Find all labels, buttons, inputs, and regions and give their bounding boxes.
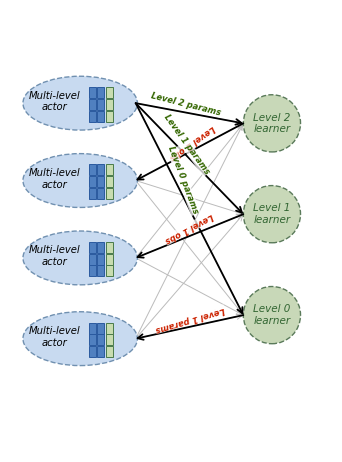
Ellipse shape (23, 231, 137, 285)
Bar (97, 87, 104, 98)
Ellipse shape (23, 76, 137, 130)
Text: Level 1 obs: Level 1 obs (163, 212, 214, 245)
Bar (89, 334, 96, 346)
Text: Level 2 params: Level 2 params (150, 91, 222, 117)
Bar (89, 87, 96, 98)
Text: Level 1 params: Level 1 params (161, 113, 211, 176)
Bar (106, 188, 114, 199)
Bar (89, 254, 96, 265)
Bar (106, 265, 114, 276)
Bar (106, 110, 114, 122)
Bar (106, 322, 114, 334)
Bar (106, 242, 114, 253)
Ellipse shape (23, 312, 137, 365)
Bar (97, 346, 104, 357)
Bar (97, 334, 104, 346)
Text: Level 2
learner: Level 2 learner (253, 113, 291, 134)
Bar (106, 87, 114, 98)
Text: Level 0
learner: Level 0 learner (253, 304, 291, 326)
Bar (97, 322, 104, 334)
Bar (97, 242, 104, 253)
Text: Level 0 params: Level 0 params (166, 145, 200, 215)
Bar (89, 164, 96, 176)
Bar (106, 254, 114, 265)
Bar (97, 265, 104, 276)
Bar (89, 242, 96, 253)
Bar (97, 176, 104, 187)
Circle shape (244, 95, 301, 152)
Bar (106, 99, 114, 110)
Text: Level 2 obs: Level 2 obs (167, 123, 216, 162)
Text: Multi-level
actor: Multi-level actor (29, 326, 81, 348)
Text: Multi-level
actor: Multi-level actor (29, 168, 81, 190)
Bar (106, 176, 114, 187)
Bar (97, 254, 104, 265)
Bar (106, 346, 114, 357)
Text: Level 1
learner: Level 1 learner (253, 203, 291, 225)
Text: Multi-level
actor: Multi-level actor (29, 91, 81, 112)
Bar (97, 188, 104, 199)
Bar (89, 188, 96, 199)
Bar (89, 346, 96, 357)
Bar (89, 110, 96, 122)
Bar (106, 334, 114, 346)
Circle shape (244, 286, 301, 344)
Circle shape (244, 186, 301, 243)
Ellipse shape (23, 154, 137, 207)
Bar (89, 176, 96, 187)
Text: Multi-level
actor: Multi-level actor (29, 245, 81, 267)
Bar (97, 164, 104, 176)
Bar (89, 322, 96, 334)
Bar (89, 265, 96, 276)
Bar (97, 110, 104, 122)
Bar (89, 99, 96, 110)
Text: Level 1 params: Level 1 params (154, 305, 226, 334)
Bar (106, 164, 114, 176)
Bar (97, 99, 104, 110)
